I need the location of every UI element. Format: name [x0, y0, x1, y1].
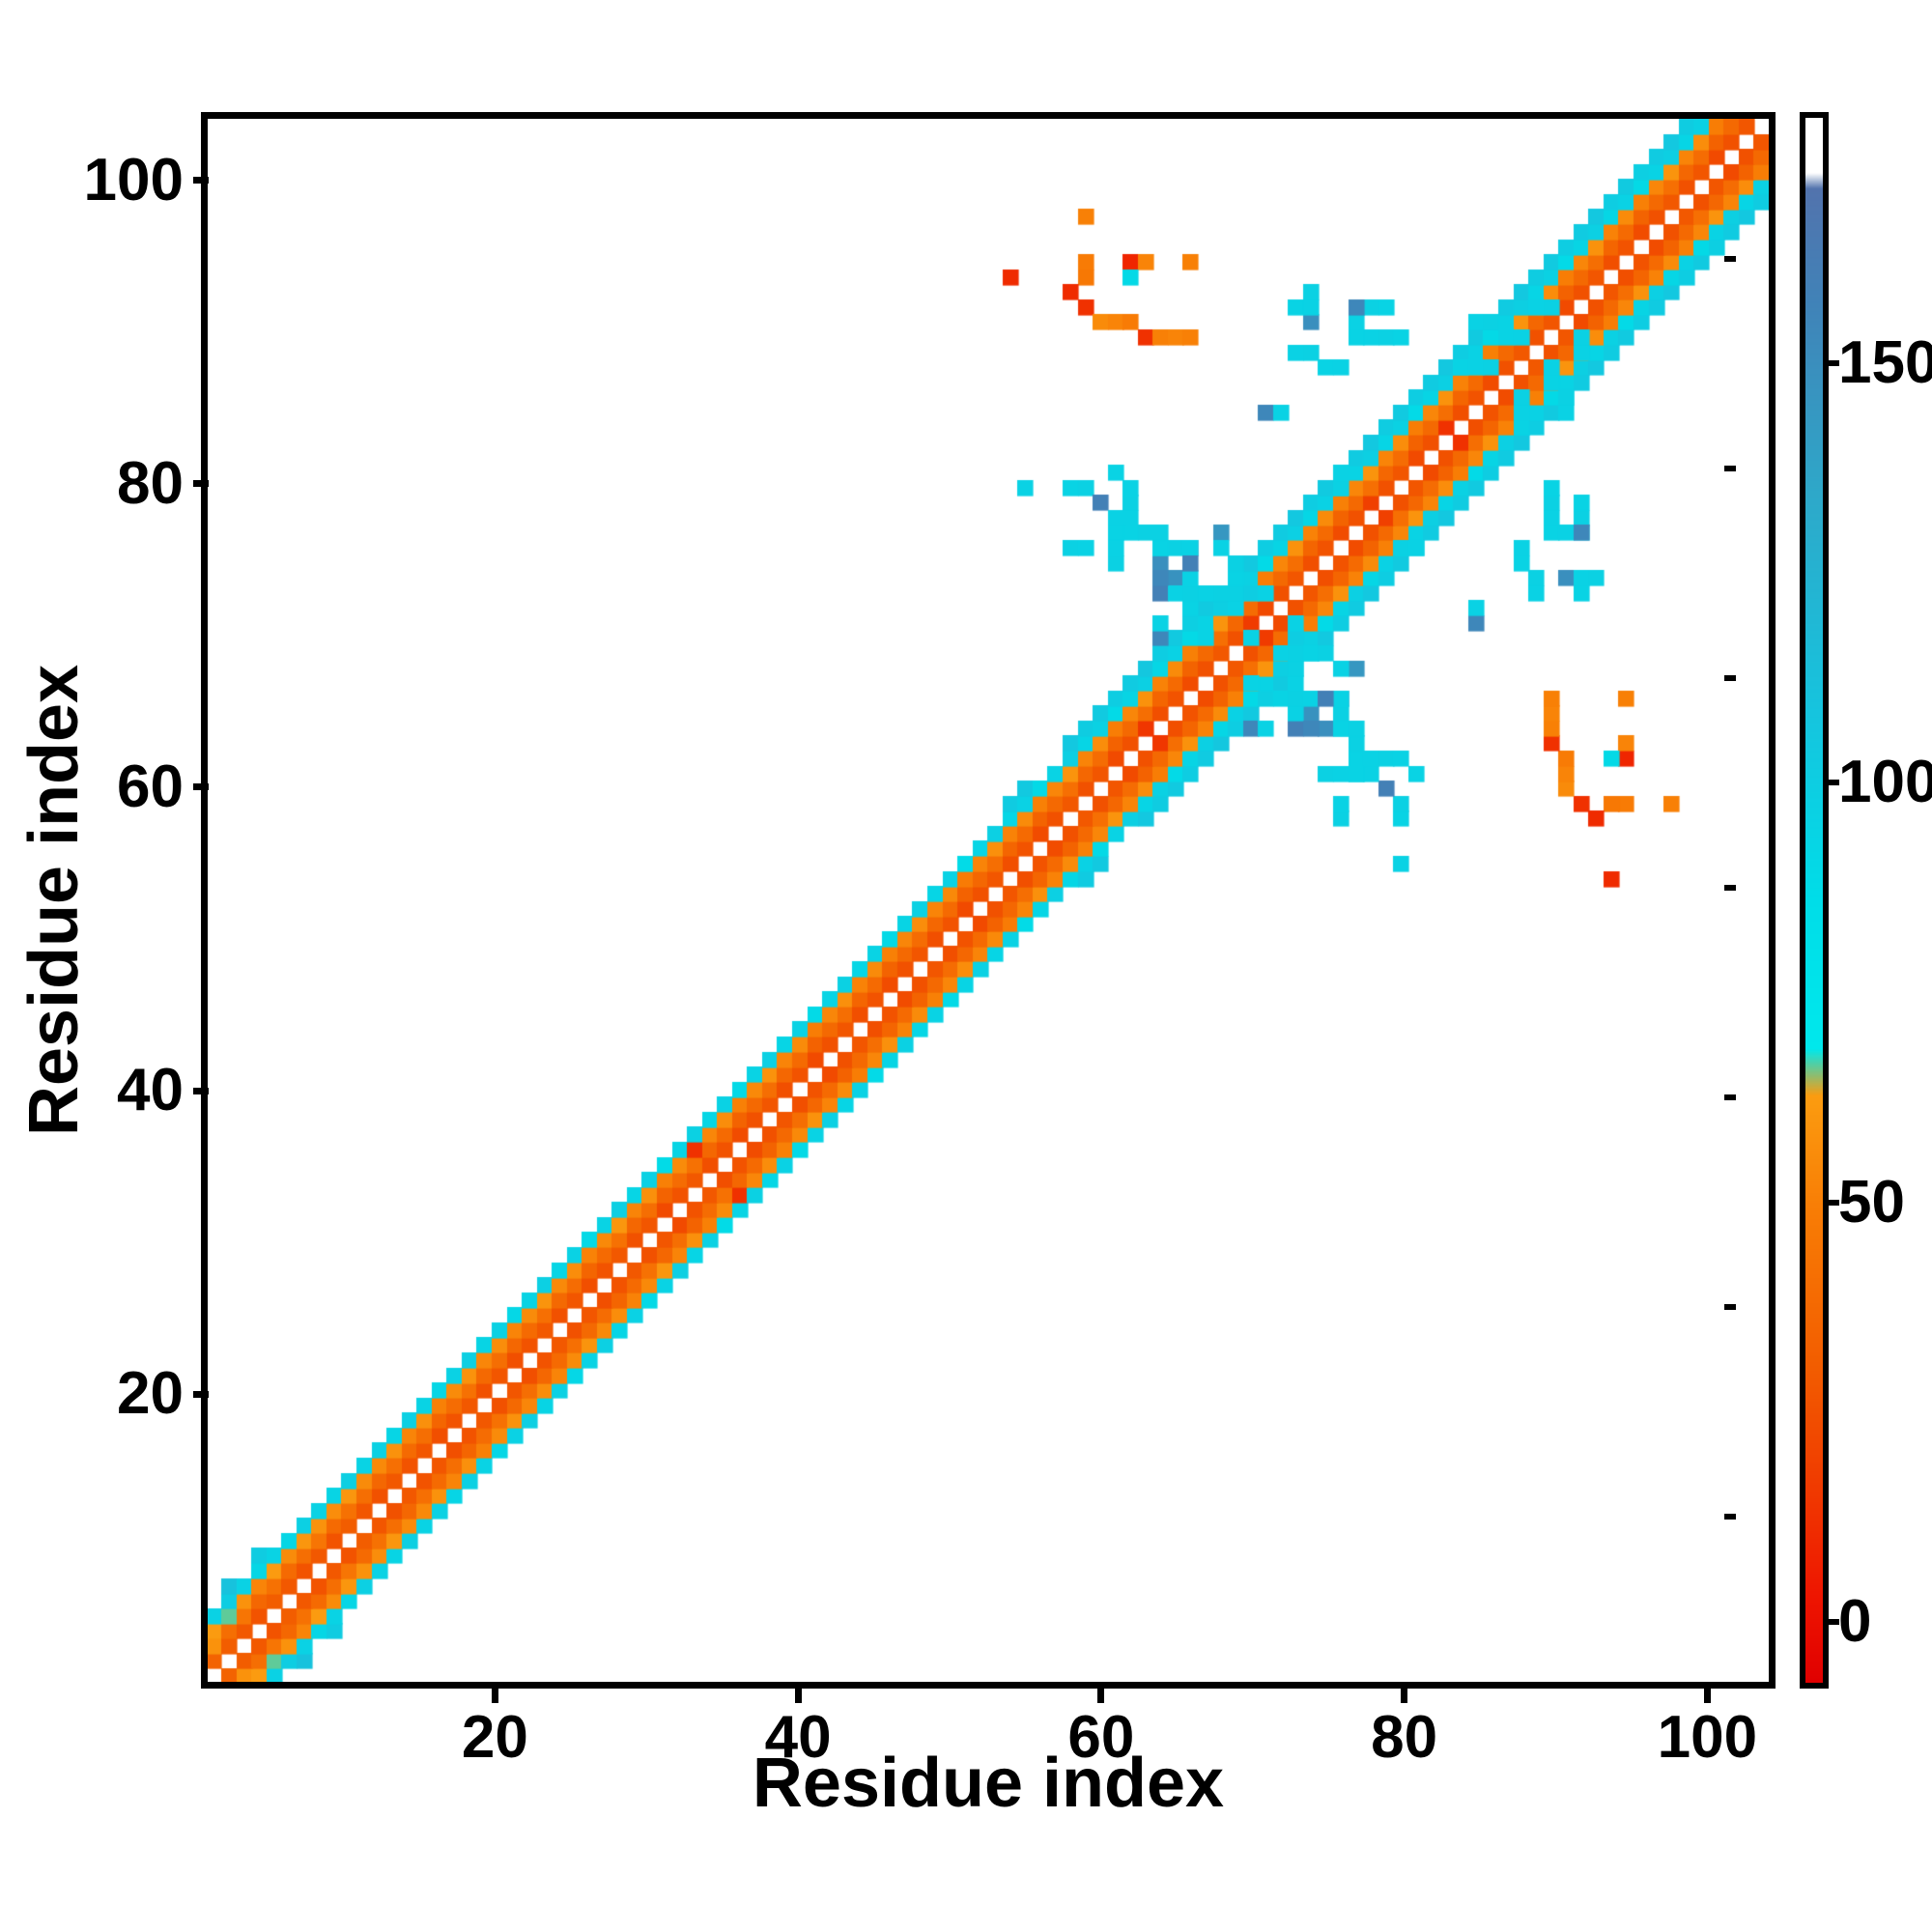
colorbar-minor-tick — [1724, 1094, 1736, 1100]
y-tick-label: 40 — [117, 1057, 184, 1124]
colorbar-minor-tick — [1724, 1304, 1736, 1311]
colorbar-minor-tick — [1724, 1514, 1736, 1520]
y-tick-mark — [193, 480, 209, 488]
y-tick-label: 100 — [83, 146, 184, 213]
colorbar-tick-label: 50 — [1838, 1168, 1905, 1236]
colorbar-tick-mark — [1825, 360, 1839, 367]
colorbar-tick-label: 0 — [1838, 1587, 1872, 1655]
y-tick-mark — [193, 783, 209, 791]
colorbar[interactable] — [1800, 112, 1829, 1689]
y-tick-mark — [193, 177, 209, 185]
colorbar-tick-mark — [1825, 780, 1839, 786]
y-axis-title: Residue index — [15, 664, 93, 1137]
x-axis-title: Residue index — [752, 1745, 1225, 1822]
y-tick-mark — [193, 1087, 209, 1094]
x-tick-label: 60 — [1067, 1704, 1135, 1771]
x-tick-mark — [491, 1688, 498, 1703]
colorbar-tick-mark — [1825, 1618, 1839, 1625]
x-tick-label: 80 — [1371, 1704, 1438, 1771]
x-tick-label: 40 — [764, 1704, 832, 1771]
colorbar-tick-label: 150 — [1838, 329, 1932, 397]
y-tick-label: 60 — [117, 753, 184, 820]
x-tick-mark — [794, 1688, 802, 1703]
colorbar-gradient — [1805, 118, 1823, 1683]
colorbar-tick-mark — [1825, 1199, 1839, 1206]
colorbar-minor-tick — [1724, 255, 1736, 262]
x-tick-mark — [1097, 1688, 1105, 1703]
y-tick-label: 80 — [117, 449, 184, 517]
colorbar-minor-tick — [1724, 465, 1736, 471]
colorbar-minor-tick — [1724, 884, 1736, 891]
x-tick-label: 100 — [1657, 1704, 1758, 1771]
heatmap-plot-area[interactable] — [201, 112, 1776, 1689]
x-tick-mark — [1703, 1688, 1711, 1703]
colorbar-tick-label: 100 — [1838, 749, 1932, 816]
x-tick-label: 20 — [461, 1704, 528, 1771]
heatmap-canvas — [208, 119, 1769, 1682]
x-tick-mark — [1401, 1688, 1408, 1703]
colorbar-minor-tick — [1724, 674, 1736, 681]
y-tick-label: 20 — [117, 1360, 184, 1428]
y-tick-mark — [193, 1390, 209, 1398]
